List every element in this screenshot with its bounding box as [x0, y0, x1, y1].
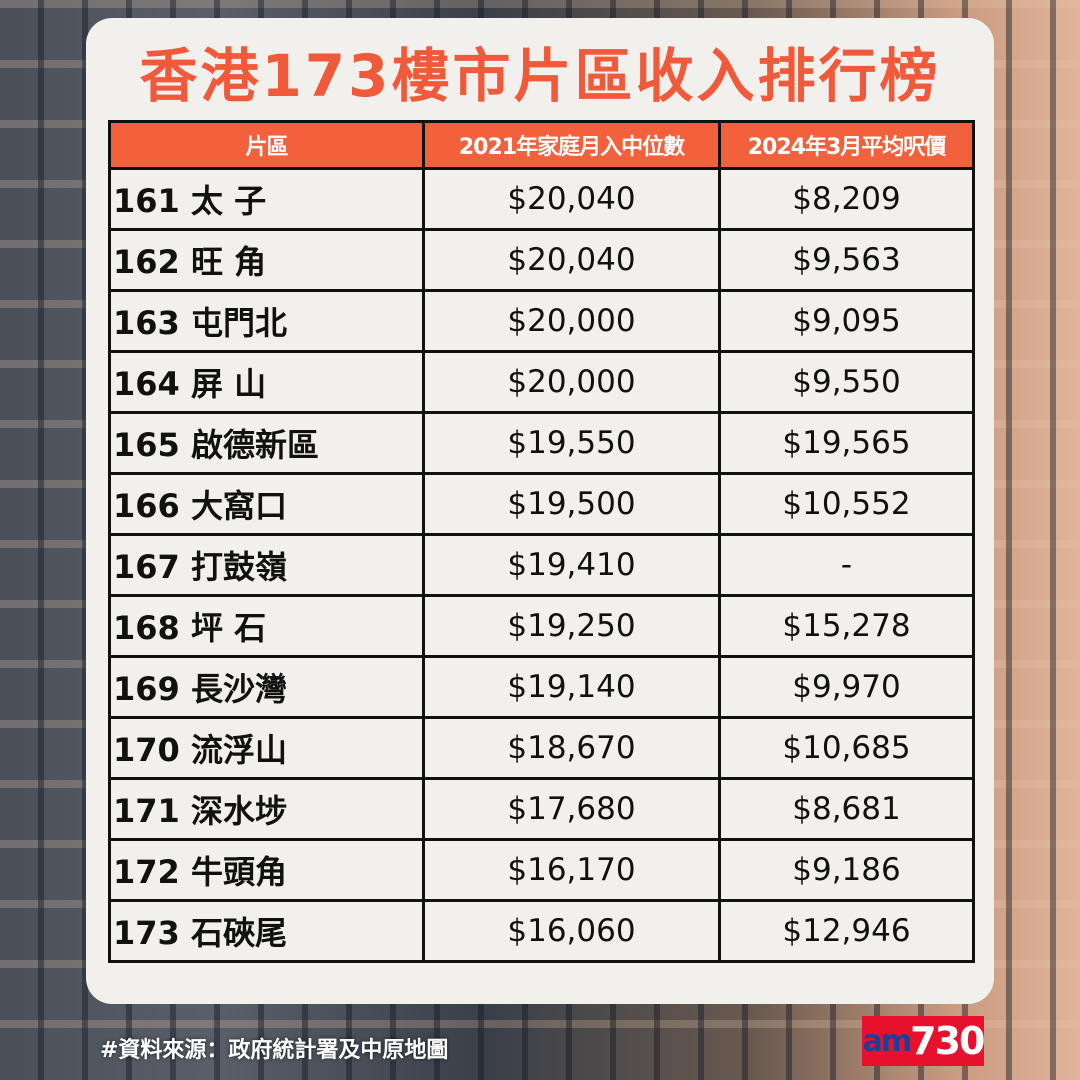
- area-cell: 166 大窩口: [108, 472, 425, 536]
- ranking-table: 片區 2021年家庭月入中位數 2024年3月平均呎價 161 太 子 $20,0…: [108, 120, 975, 963]
- area-cell: 169 長沙灣: [108, 655, 425, 719]
- table-row: 163 屯門北 $20,000 $9,095: [108, 289, 975, 353]
- price-cell: -: [718, 533, 975, 597]
- area-cell: 162 旺 角: [108, 228, 425, 292]
- area-cell: 172 牛頭角: [108, 838, 425, 902]
- table-row: 172 牛頭角 $16,170 $9,186: [108, 838, 975, 902]
- income-cell: $20,000: [422, 289, 721, 353]
- area-cell: 165 啟德新區: [108, 411, 425, 475]
- table-row: 164 屏 山 $20,000 $9,550: [108, 350, 975, 414]
- income-cell: $19,410: [422, 533, 721, 597]
- logo-num: 730: [910, 1019, 985, 1063]
- area-cell: 163 屯門北: [108, 289, 425, 353]
- logo-am: am: [862, 1023, 912, 1059]
- income-cell: $19,250: [422, 594, 721, 658]
- income-cell: $16,060: [422, 899, 721, 963]
- price-cell: $9,563: [718, 228, 975, 292]
- price-cell: $10,552: [718, 472, 975, 536]
- price-cell: $19,565: [718, 411, 975, 475]
- header-price: 2024年3月平均呎價: [718, 120, 975, 170]
- table-row: 162 旺 角 $20,040 $9,563: [108, 228, 975, 292]
- price-cell: $8,681: [718, 777, 975, 841]
- source-note: #資料來源：政府統計署及中原地圖: [100, 1038, 449, 1063]
- price-cell: $8,209: [718, 167, 975, 231]
- price-cell: $10,685: [718, 716, 975, 780]
- income-cell: $16,170: [422, 838, 721, 902]
- income-cell: $20,000: [422, 350, 721, 414]
- am730-logo: am 730: [862, 1016, 985, 1066]
- income-cell: $20,040: [422, 167, 721, 231]
- page-title: 香港173樓市片區收入排行榜: [139, 42, 941, 110]
- area-cell: 173 石硤尾: [108, 899, 425, 963]
- table-row: 161 太 子 $20,040 $8,209: [108, 167, 975, 231]
- area-cell: 164 屏 山: [108, 350, 425, 414]
- price-cell: $9,095: [718, 289, 975, 353]
- income-cell: $17,680: [422, 777, 721, 841]
- income-cell: $19,550: [422, 411, 721, 475]
- area-cell: 167 打鼓嶺: [108, 533, 425, 597]
- price-cell: $9,970: [718, 655, 975, 719]
- income-cell: $19,500: [422, 472, 721, 536]
- table-row: 170 流浮山 $18,670 $10,685: [108, 716, 975, 780]
- price-cell: $9,550: [718, 350, 975, 414]
- price-cell: $15,278: [718, 594, 975, 658]
- table-row: 171 深水埗 $17,680 $8,681: [108, 777, 975, 841]
- header-area: 片區: [108, 120, 425, 170]
- area-cell: 168 坪 石: [108, 594, 425, 658]
- table-header-row: 片區 2021年家庭月入中位數 2024年3月平均呎價: [108, 120, 975, 170]
- price-cell: $9,186: [718, 838, 975, 902]
- price-cell: $12,946: [718, 899, 975, 963]
- table-row: 167 打鼓嶺 $19,410-: [108, 533, 975, 597]
- table-row: 169 長沙灣 $19,140 $9,970: [108, 655, 975, 719]
- table-row: 165 啟德新區 $19,550 $19,565: [108, 411, 975, 475]
- table-row: 173 石硤尾 $16,060 $12,946: [108, 899, 975, 963]
- income-cell: $18,670: [422, 716, 721, 780]
- header-income: 2021年家庭月入中位數: [422, 120, 721, 170]
- table-row: 168 坪 石 $19,250 $15,278: [108, 594, 975, 658]
- income-cell: $20,040: [422, 228, 721, 292]
- area-cell: 171 深水埗: [108, 777, 425, 841]
- area-cell: 161 太 子: [108, 167, 425, 231]
- table-row: 166 大窩口 $19,500 $10,552: [108, 472, 975, 536]
- area-cell: 170 流浮山: [108, 716, 425, 780]
- income-cell: $19,140: [422, 655, 721, 719]
